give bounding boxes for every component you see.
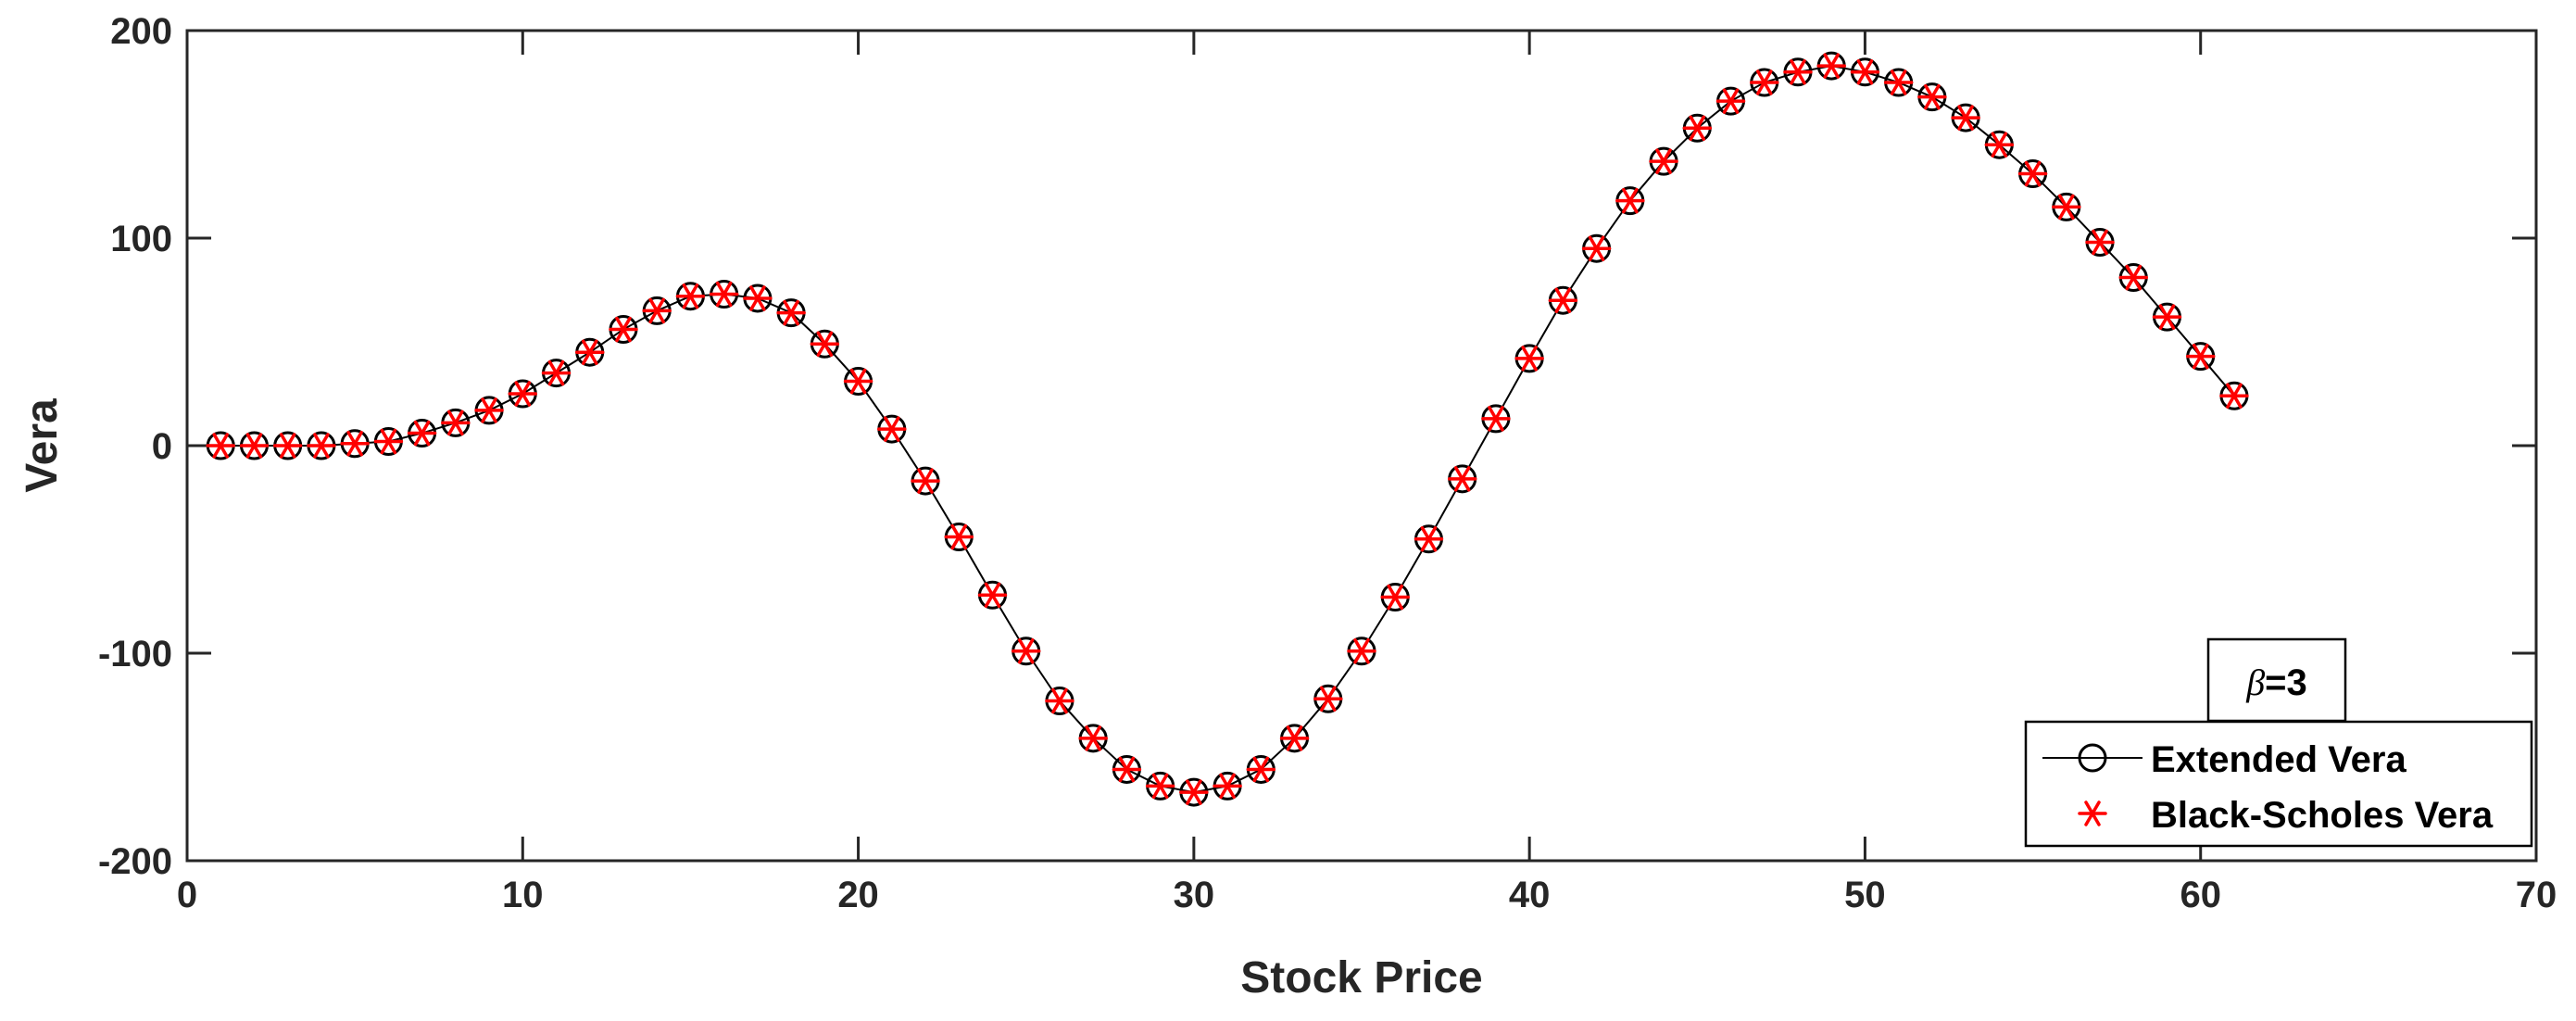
black-scholes-vera-point xyxy=(1380,584,1410,611)
beta-annotation: β=3 xyxy=(2206,637,2347,723)
black-scholes-vera-point xyxy=(541,359,572,386)
annotation-box xyxy=(2206,637,2347,723)
black-scholes-vera-point xyxy=(675,283,706,309)
svg-text:β=3: β=3 xyxy=(2245,662,2307,703)
black-scholes-vera-point xyxy=(2017,160,2048,187)
black-scholes-vera-point xyxy=(642,297,672,324)
black-scholes-vera-point xyxy=(911,468,940,494)
y-tick-label: 0 xyxy=(152,426,172,467)
y-tick-label: 200 xyxy=(110,11,172,52)
black-scholes-vera-point xyxy=(1213,773,1242,800)
black-scholes-vera-markers xyxy=(206,53,2249,805)
x-tick-label: 50 xyxy=(1844,875,1886,915)
black-scholes-vera-point xyxy=(407,420,437,447)
black-scholes-vera-point xyxy=(1548,287,1578,313)
beta-value: =3 xyxy=(2265,662,2307,703)
black-scholes-vera-point xyxy=(1347,638,1376,664)
black-scholes-vera-point xyxy=(2052,194,2081,221)
y-tick-labels: -200 -100 0 100 200 xyxy=(98,11,172,882)
black-scholes-vera-point xyxy=(709,281,739,308)
black-scholes-vera-point xyxy=(877,416,907,442)
x-tick-labels: 0 10 20 30 40 50 60 70 xyxy=(177,875,2557,915)
black-scholes-vera-point xyxy=(508,381,538,407)
black-scholes-vera-point xyxy=(1951,105,1980,131)
black-scholes-vera-point xyxy=(1011,638,1041,664)
x-tick-label: 60 xyxy=(2180,875,2221,915)
black-scholes-vera-point xyxy=(1850,59,1880,85)
black-scholes-vera-point xyxy=(1179,779,1209,805)
black-scholes-vera-point xyxy=(1279,725,1310,751)
black-scholes-vera-point xyxy=(810,331,840,357)
y-axis-title: Vera xyxy=(18,398,67,493)
black-scholes-vera-point xyxy=(1682,115,1713,142)
legend-circle-marker-icon xyxy=(2078,743,2107,773)
y-tick-label: 100 xyxy=(110,219,172,259)
black-scholes-vera-point xyxy=(2085,229,2115,256)
black-scholes-vera-point xyxy=(1715,88,1746,114)
x-tick-label: 20 xyxy=(837,875,879,915)
black-scholes-vera-point xyxy=(239,433,270,459)
black-scholes-vera-point xyxy=(206,433,235,459)
axis-ticks xyxy=(185,29,2538,863)
black-scholes-vera-point xyxy=(441,410,471,436)
black-scholes-vera-point xyxy=(1045,687,1074,714)
black-scholes-vera-point xyxy=(1615,187,1645,214)
legend-asterisk-marker-icon xyxy=(2078,800,2107,826)
black-scholes-vera-point xyxy=(474,397,504,423)
black-scholes-vera-point xyxy=(1313,686,1343,712)
black-scholes-vera-point xyxy=(1414,526,1444,552)
legend-label-black-scholes: Black-Scholes Vera xyxy=(2151,795,2494,836)
black-scholes-vera-point xyxy=(373,428,404,455)
legend-label-extended: Extended Vera xyxy=(2151,739,2406,780)
x-tick-label: 0 xyxy=(177,875,197,915)
beta-symbol: β xyxy=(2245,662,2265,703)
black-scholes-vera-point xyxy=(743,285,773,311)
black-scholes-vera-point xyxy=(1984,132,2015,158)
black-scholes-vera-point xyxy=(1749,69,1779,95)
black-scholes-vera-point xyxy=(977,582,1008,609)
x-tick-label: 30 xyxy=(1174,875,1215,915)
black-scholes-vera-point xyxy=(944,523,974,550)
black-scholes-vera-point xyxy=(1917,83,1947,110)
legend-entry-black-scholes[interactable]: Black-Scholes Vera xyxy=(2078,795,2494,836)
black-scholes-vera-point xyxy=(1481,406,1511,432)
black-scholes-vera-point xyxy=(340,431,370,457)
legend-entry-extended[interactable]: Extended Vera xyxy=(2042,739,2406,780)
black-scholes-vera-point xyxy=(1447,466,1477,492)
x-tick-label: 70 xyxy=(2516,875,2557,915)
legend-box xyxy=(2024,720,2533,848)
black-scholes-vera-point xyxy=(1883,69,1914,95)
black-scholes-vera-point xyxy=(574,339,605,365)
black-scholes-vera-point xyxy=(272,433,303,459)
x-tick-label: 10 xyxy=(502,875,544,915)
black-scholes-vera-point xyxy=(2118,264,2149,291)
black-scholes-vera-point xyxy=(1246,756,1276,783)
black-scholes-vera-point xyxy=(307,433,336,459)
black-scholes-vera-point xyxy=(1145,773,1175,800)
black-scholes-vera-point xyxy=(1783,59,1813,85)
black-scholes-vera-point xyxy=(843,368,873,395)
black-scholes-vera-point xyxy=(1112,756,1142,783)
black-scholes-vera-point xyxy=(776,299,806,326)
black-scholes-vera-point xyxy=(609,316,638,343)
x-tick-label: 40 xyxy=(1509,875,1551,915)
y-tick-label: -200 xyxy=(98,841,172,882)
y-tick-label: -100 xyxy=(98,634,172,674)
black-scholes-vera-point xyxy=(2185,343,2216,370)
legend[interactable]: Extended Vera Black-Scholes Vera xyxy=(2024,720,2533,848)
black-scholes-vera-point xyxy=(2152,304,2182,330)
black-scholes-vera-point xyxy=(1816,53,1846,79)
x-axis-title: Stock Price xyxy=(1240,953,1482,1002)
black-scholes-vera-point xyxy=(1514,346,1544,372)
black-scholes-vera-point xyxy=(2219,383,2249,409)
black-scholes-vera-point xyxy=(1078,725,1108,751)
black-scholes-vera-point xyxy=(1649,148,1678,174)
black-scholes-vera-point xyxy=(1581,235,1612,261)
